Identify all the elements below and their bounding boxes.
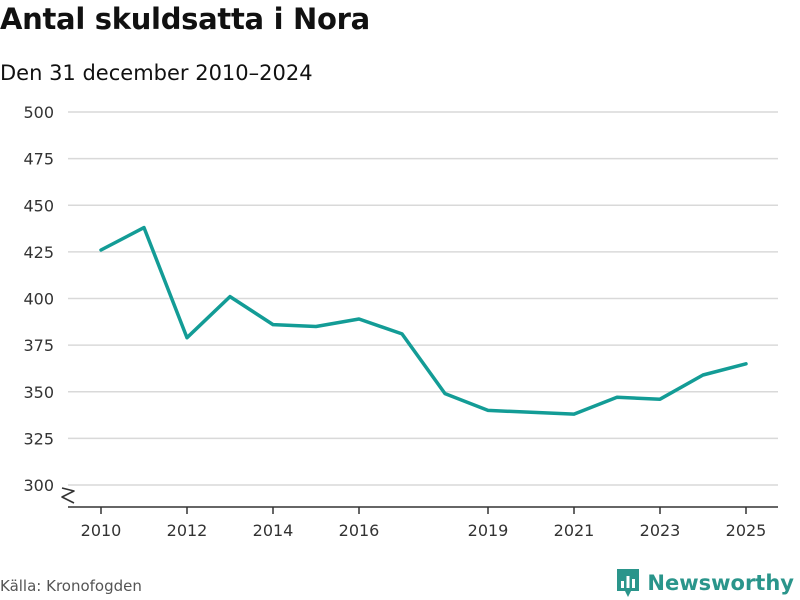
brand-logo: Newsworthy	[615, 568, 794, 598]
data-point-2024	[701, 373, 705, 377]
x-tick-label-2025: 2025	[726, 521, 767, 540]
newsworthy-logo-icon	[617, 569, 640, 597]
source-note: Källa: Kronofogden	[0, 577, 142, 595]
y-tick-label-300: 300	[23, 476, 54, 495]
series-line	[99, 225, 748, 416]
x-tick-label-2016: 2016	[339, 521, 380, 540]
y-tick-label-375: 375	[23, 336, 54, 355]
data-point-2020	[529, 410, 533, 414]
data-point-2018	[443, 392, 447, 396]
chart-title: Antal skuldsatta i Nora	[0, 2, 370, 36]
x-tick-label-2010: 2010	[81, 521, 122, 540]
y-tick-label-350: 350	[23, 383, 54, 402]
data-point-2013	[228, 295, 232, 299]
y-tick-label-400: 400	[23, 290, 54, 309]
data-point-2010	[99, 248, 103, 252]
y-tick-label-425: 425	[23, 243, 54, 262]
series-line-group	[99, 225, 748, 416]
y-tick-label-450: 450	[23, 196, 54, 215]
x-tick-label-2023: 2023	[640, 521, 681, 540]
data-point-2012	[185, 336, 189, 340]
axis-break-zigzag	[61, 487, 75, 504]
y-axis-tick-labels: 300 325 350 375 400 425 450 475 500	[23, 103, 54, 495]
data-point-2025	[744, 362, 748, 366]
chart-subtitle: Den 31 december 2010–2024	[0, 61, 313, 85]
data-point-2021	[572, 412, 576, 416]
y-tick-label-325: 325	[23, 429, 54, 448]
x-tick-label-2019: 2019	[468, 521, 509, 540]
data-point-2019	[486, 408, 490, 412]
data-point-2016	[357, 317, 361, 321]
x-axis-tick-labels: 2010 2012 2014 2016 2019 2021 2023 2025	[81, 521, 767, 540]
data-point-2023	[658, 397, 662, 401]
data-point-2022	[615, 395, 619, 399]
x-tick-label-2021: 2021	[554, 521, 595, 540]
axis-break-icon	[61, 487, 75, 504]
y-tick-label-475: 475	[23, 150, 54, 169]
x-tick-label-2014: 2014	[253, 521, 294, 540]
gridlines	[68, 111, 778, 486]
brand-name: Newsworthy	[647, 571, 794, 595]
y-tick-label-500: 500	[23, 103, 54, 122]
x-axis	[68, 506, 778, 514]
data-point-2015	[314, 325, 318, 329]
x-tick-label-2012: 2012	[167, 521, 208, 540]
data-point-2014	[271, 323, 275, 327]
data-point-2011	[142, 226, 146, 230]
data-point-2017	[400, 332, 404, 336]
